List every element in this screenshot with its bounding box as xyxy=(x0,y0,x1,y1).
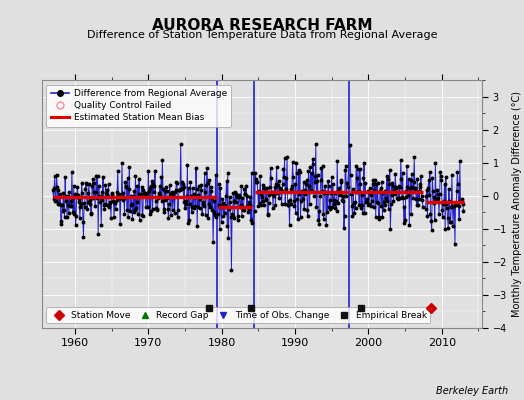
Y-axis label: Monthly Temperature Anomaly Difference (°C): Monthly Temperature Anomaly Difference (… xyxy=(512,91,522,317)
Text: Berkeley Earth: Berkeley Earth xyxy=(436,386,508,396)
Text: 2000: 2000 xyxy=(354,338,383,348)
Legend: Station Move, Record Gap, Time of Obs. Change, Empirical Break: Station Move, Record Gap, Time of Obs. C… xyxy=(47,307,430,324)
Text: 1970: 1970 xyxy=(134,338,162,348)
Text: 1960: 1960 xyxy=(61,338,89,348)
Text: 1990: 1990 xyxy=(281,338,309,348)
Text: AURORA RESEARCH FARM: AURORA RESEARCH FARM xyxy=(152,18,372,33)
Text: Difference of Station Temperature Data from Regional Average: Difference of Station Temperature Data f… xyxy=(87,30,437,40)
Text: 1980: 1980 xyxy=(208,338,236,348)
Text: 2010: 2010 xyxy=(428,338,456,348)
